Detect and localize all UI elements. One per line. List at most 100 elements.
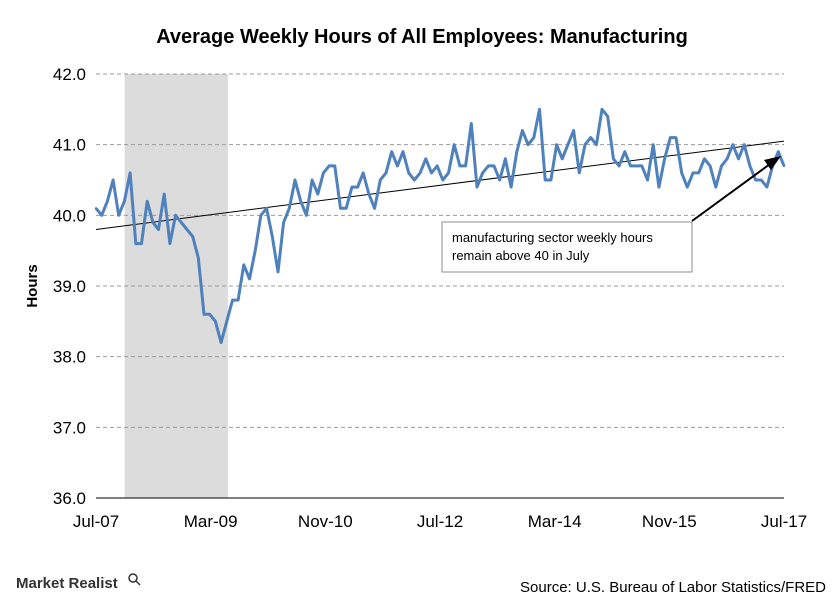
- data-point: [345, 207, 348, 210]
- data-point: [504, 157, 507, 160]
- data-point: [413, 178, 416, 182]
- data-point: [640, 164, 644, 168]
- data-point: [635, 164, 638, 168]
- data-point: [271, 235, 274, 238]
- data-point: [777, 150, 780, 153]
- data-point: [327, 164, 331, 168]
- data-point: [572, 129, 575, 132]
- data-point: [259, 214, 263, 217]
- data-point: [555, 143, 558, 146]
- data-point: [373, 207, 376, 210]
- data-point: [225, 320, 228, 323]
- data-point: [583, 143, 587, 146]
- data-point: [111, 178, 115, 182]
- data-point: [561, 157, 564, 160]
- data-point: [157, 228, 160, 231]
- x-tick-label: Jul-07: [73, 512, 119, 531]
- data-point: [356, 185, 359, 189]
- trend-line: [95, 140, 785, 230]
- data-point: [293, 178, 297, 182]
- data-point: [475, 185, 479, 189]
- x-tick-labels: Jul-07 Mar-09 Nov-10 Jul-12 Mar-14 Nov-15 Jul-…: [73, 512, 807, 531]
- data-point: [151, 221, 155, 224]
- data-point: [333, 164, 336, 168]
- x-tick-label: Jul-17: [761, 512, 807, 531]
- data-point: [498, 178, 501, 182]
- y-tick-label: 42.0: [53, 65, 86, 84]
- data-point: [401, 150, 405, 153]
- data-point: [117, 214, 120, 217]
- data-point: [436, 164, 439, 168]
- data-point: [663, 157, 666, 160]
- data-point: [441, 178, 444, 182]
- data-point: [316, 192, 319, 196]
- annotation-arrowhead: [764, 156, 781, 170]
- data-point: [612, 157, 615, 160]
- data-point: [691, 171, 695, 175]
- data-point: [538, 108, 541, 111]
- data-point: [424, 157, 427, 160]
- y-tick-label: 40.0: [53, 206, 86, 225]
- data-point: [94, 207, 98, 210]
- data-point: [669, 136, 672, 139]
- data-point: [134, 242, 137, 245]
- data-point: [481, 171, 484, 175]
- annotation: manufacturing sector weekly hours remain…: [441, 156, 781, 273]
- data-point: [549, 178, 553, 182]
- data-point: [674, 136, 678, 139]
- y-tick-labels: 36.0 37.0 38.0 39.0 40.0 41.0 42.0: [53, 65, 86, 508]
- data-point: [163, 192, 166, 196]
- data-point: [174, 214, 177, 217]
- data-point: [185, 228, 189, 231]
- data-point: [748, 164, 752, 168]
- data-point: [236, 298, 240, 302]
- annotation-text-line1: manufacturing sector weekly hours: [452, 230, 653, 245]
- data-point: [100, 214, 103, 217]
- y-tick-label: 41.0: [53, 136, 86, 155]
- data-point: [521, 129, 524, 132]
- data-point: [197, 256, 200, 259]
- data-point: [350, 185, 354, 189]
- data-point: [106, 200, 109, 203]
- x-tick-label: Mar-14: [528, 512, 582, 531]
- data-point: [720, 164, 723, 168]
- data-point: [458, 164, 462, 168]
- data-point: [754, 178, 757, 182]
- data-point: [430, 171, 433, 175]
- data-point: [453, 143, 456, 146]
- data-point: [492, 164, 496, 168]
- data-point: [782, 164, 786, 168]
- data-point: [595, 143, 598, 146]
- data-point: [396, 164, 399, 168]
- data-point: [470, 122, 473, 125]
- data-point: [708, 164, 712, 168]
- annotation-arrow: [691, 163, 771, 222]
- data-point: [760, 178, 763, 182]
- data-point: [623, 150, 626, 153]
- magnifier-handle: [135, 580, 141, 586]
- chart-title: Average Weekly Hours of All Employees: M…: [156, 26, 688, 48]
- data-point: [390, 150, 393, 153]
- data-point: [282, 221, 285, 224]
- data-point: [617, 164, 621, 168]
- data-point: [515, 150, 518, 153]
- data-point: [686, 185, 689, 189]
- data-point: [276, 270, 280, 274]
- data-point: [299, 200, 302, 203]
- data-point: [737, 157, 740, 160]
- data-point: [680, 171, 683, 175]
- y-tick-label: 37.0: [53, 418, 86, 437]
- data-point: [168, 242, 172, 245]
- y-tick-label: 39.0: [53, 277, 86, 296]
- data-point: [526, 143, 530, 146]
- data-point: [146, 200, 149, 203]
- x-tick-label: Mar-09: [184, 512, 238, 531]
- data-point: [214, 320, 217, 323]
- data-point: [697, 171, 700, 175]
- data-point: [265, 207, 268, 210]
- brand-logo: Market Realist: [16, 573, 141, 592]
- y-tick-label: 38.0: [53, 348, 86, 367]
- data-point: [725, 157, 729, 160]
- series-line: [94, 107, 786, 344]
- data-point: [765, 185, 769, 189]
